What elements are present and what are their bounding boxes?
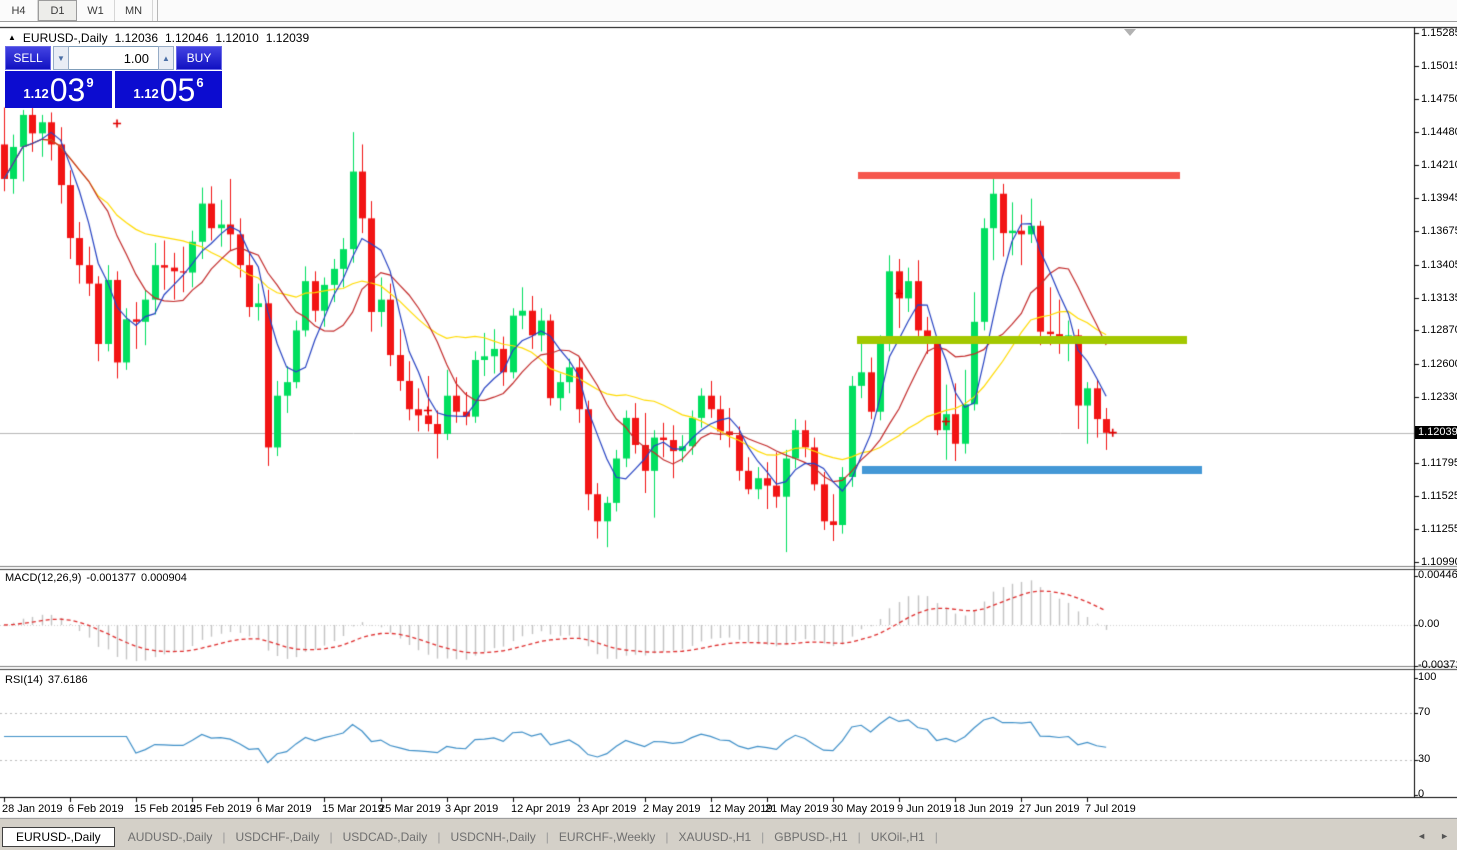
volume-decrease-button[interactable]: ▼ [53,46,69,70]
price-axis-label: 1.12600 [1421,358,1457,370]
date-label: 25 Feb 2019 [190,803,252,815]
price-axis-label: 1.12870 [1421,324,1457,336]
sell-price-pip: 9 [86,75,94,90]
price-axis-label: 1.10990 [1421,556,1457,568]
buy-price-display[interactable]: 1.12 05 6 [115,71,222,108]
timeframe-toolbar: H4 D1 W1 MN [0,0,1457,22]
rsi-label: RSI(14) 37.6186 [5,674,88,686]
tab-separator: | [761,830,765,844]
symbol-tab-eurchf[interactable]: EURCHF-,Weekly [558,830,656,844]
ohlc-open: 1.12036 [114,31,158,45]
tab-separator: | [437,830,441,844]
date-label: 28 Jan 2019 [2,803,63,815]
symbol-tab-ukoil[interactable]: UKOil-,H1 [870,830,925,844]
ohlc-high: 1.12046 [165,31,209,45]
date-label: 2 May 2019 [643,803,701,815]
price-axis-label: 1.11255 [1421,523,1457,535]
symbol-tab-usdcnh[interactable]: USDCNH-,Daily [450,830,536,844]
current-price-tag: 1.12039 [1415,426,1457,439]
tab-scroll-right-icon[interactable]: ► [1440,831,1449,841]
symbol-collapse-icon[interactable]: ▲ [8,32,16,42]
date-label: 15 Mar 2019 [322,803,384,815]
date-label: 15 Feb 2019 [134,803,196,815]
macd-axis-label: 0.00 [1418,618,1440,630]
tab-separator: | [329,830,333,844]
rsi-axis-label: 0 [1418,788,1425,800]
price-axis-label: 1.15285 [1421,27,1457,39]
timeframe-tab-d1[interactable]: D1 [38,0,77,21]
date-label: 25 Mar 2019 [379,803,441,815]
symbol-tab-gbpusd[interactable]: GBPUSD-,H1 [774,830,848,844]
volume-increase-button[interactable]: ▲ [158,46,174,70]
tab-separator: | [665,830,669,844]
date-label: 21 May 2019 [765,803,829,815]
price-axis-label: 1.14480 [1421,126,1457,138]
date-label: 12 May 2019 [709,803,773,815]
buy-button[interactable]: BUY [176,46,222,70]
price-axis-label: 1.13135 [1421,292,1457,304]
date-label: 23 Apr 2019 [577,803,637,815]
symbol-tab-bar: EURUSD-,Daily AUDUSD-,Daily | USDCHF-,Daily… [0,819,1457,850]
chart-shift-marker-icon[interactable] [1124,29,1136,36]
date-label: 27 Jun 2019 [1019,803,1080,815]
chart-title: EURUSD-,Daily [22,31,108,45]
buy-price-prefix: 1.12 [133,86,159,101]
macd-label: MACD(12,26,9) -0.001377 0.000904 [5,572,187,584]
price-axis-label: 1.15015 [1421,60,1457,72]
price-axis-label: 1.14750 [1421,93,1457,105]
tab-separator: | [545,830,549,844]
ohlc-close: 1.12039 [265,31,310,45]
price-axis-label: 1.14210 [1421,159,1457,171]
macd-axis-label: 0.004465 [1418,569,1457,581]
caret-down-icon: ▼ [57,53,65,63]
symbol-tab-eurusd[interactable]: EURUSD-,Daily [2,827,115,847]
symbol-tab-audusd[interactable]: AUDUSD-,Daily [127,830,213,844]
symbol-tab-usdcad[interactable]: USDCAD-,Daily [342,830,428,844]
price-axis-label: 1.12330 [1421,391,1457,403]
date-label: 9 Jun 2019 [897,803,952,815]
buy-price-pip: 6 [196,75,204,90]
date-label: 3 Apr 2019 [445,803,499,815]
macd-axis-label: -0.003715 [1418,659,1457,671]
symbol-tab-xauusd[interactable]: XAUUSD-,H1 [678,830,752,844]
tab-scroll-left-icon[interactable]: ◄ [1417,831,1427,841]
price-axis-label: 1.11525 [1421,490,1457,502]
price-axis-label: 1.13675 [1421,225,1457,237]
date-label: 18 Jun 2019 [953,803,1014,815]
date-label: 7 Jul 2019 [1085,803,1136,815]
timeframe-tab-mn[interactable]: MN [115,0,153,21]
one-click-trading-panel: SELL ▼ 1.00 ▲ BUY 1.12 03 9 1.12 05 6 [5,46,222,108]
timeframe-tab-w1[interactable]: W1 [77,0,115,21]
date-label: 30 May 2019 [831,803,895,815]
tab-separator: | [222,830,226,844]
date-label: 6 Mar 2019 [256,803,312,815]
tab-separator: | [857,830,861,844]
rsi-axis-label: 70 [1418,706,1431,718]
sell-button[interactable]: SELL [5,46,51,70]
volume-input[interactable]: 1.00 [69,46,158,70]
price-axis-label: 1.11795 [1421,457,1457,469]
toolbar-divider [157,0,161,21]
chart-ohlc-header: ▲ EURUSD-,Daily 1.12036 1.12046 1.12010 … [8,31,309,45]
sell-price-display[interactable]: 1.12 03 9 [5,71,112,108]
sell-price-prefix: 1.12 [23,86,49,101]
date-label: 12 Apr 2019 [511,803,571,815]
price-axis-label: 1.13945 [1421,192,1457,204]
rsi-axis-label: 30 [1418,753,1431,765]
buy-price-big: 05 [159,72,196,108]
symbol-tab-usdchf[interactable]: USDCHF-,Daily [235,830,320,844]
date-label: 6 Feb 2019 [68,803,124,815]
price-axis-label: 1.13405 [1421,259,1457,271]
sell-price-big: 03 [49,72,86,108]
caret-up-icon: ▲ [162,53,170,63]
macd-value: -0.001377 [86,572,136,584]
tab-separator: | [934,830,938,844]
macd-signal-value: 0.000904 [140,572,187,584]
timeframe-tab-h4[interactable]: H4 [0,0,38,21]
rsi-value: 37.6186 [47,674,88,686]
rsi-axis-label: 100 [1418,671,1437,683]
ohlc-low: 1.12010 [215,31,259,45]
